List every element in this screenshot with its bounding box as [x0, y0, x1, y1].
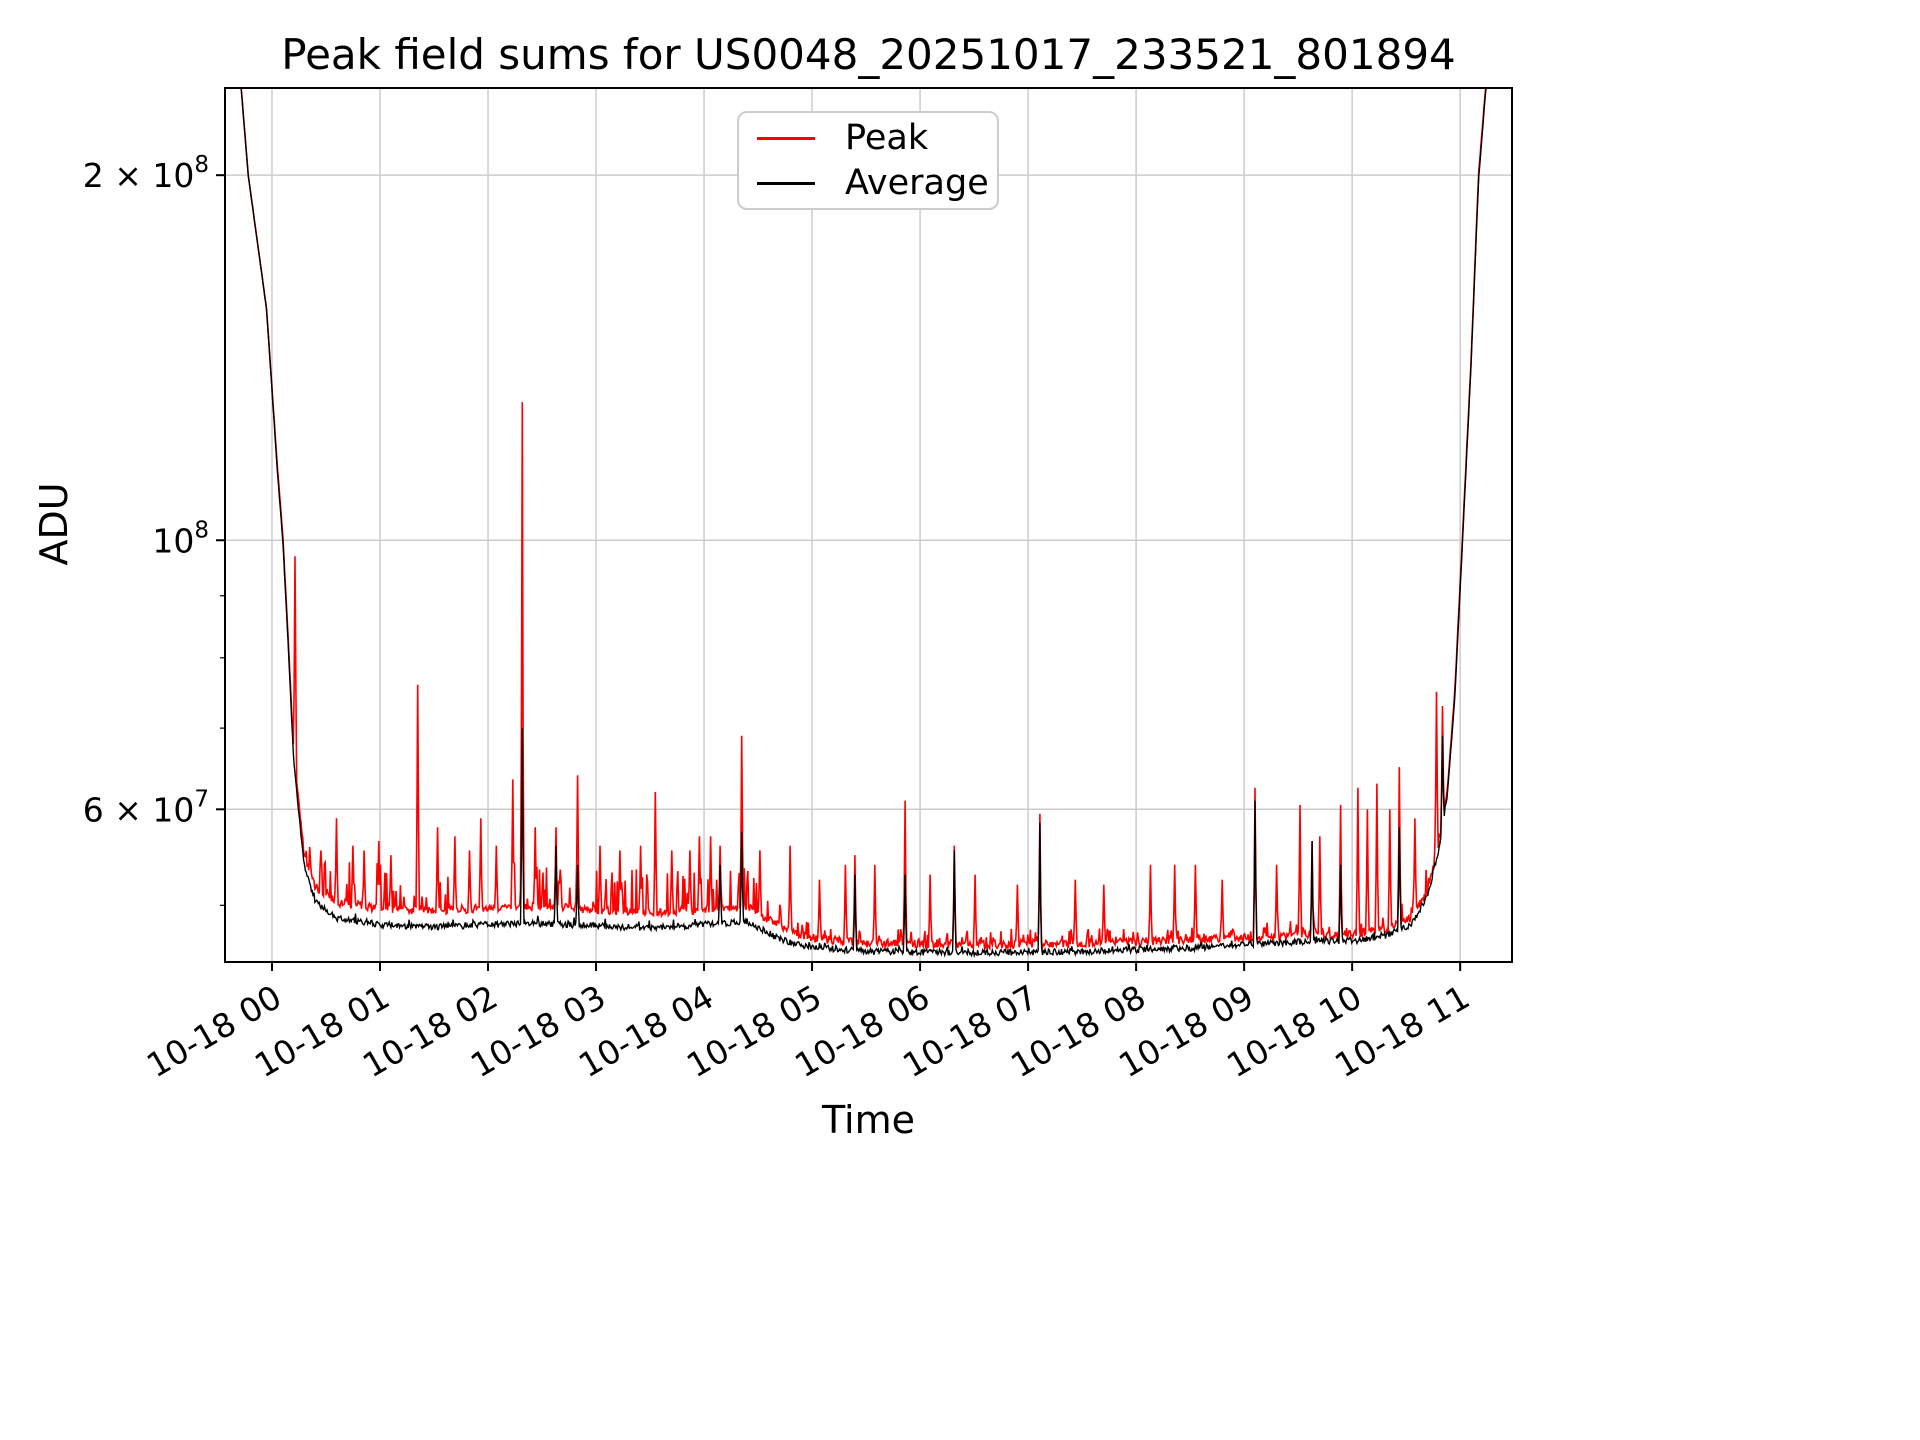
ticks — [216, 174, 1462, 971]
chart-title: Peak field sums for US0048_20251017_2335… — [281, 30, 1456, 79]
axes-spines — [224, 87, 1513, 963]
legend-label-average: Average — [845, 163, 989, 203]
x-axis-label: Time — [822, 1098, 915, 1142]
average-series-line — [240, 88, 1487, 959]
legend-item-peak: Peak — [757, 118, 997, 158]
legend-label-peak: Peak — [845, 118, 929, 158]
y-tick-label: 2 × 108 — [83, 152, 209, 195]
y-axis-label: ADU — [32, 482, 76, 566]
series-lines — [240, 88, 1487, 959]
y-tick-label: 6 × 107 — [83, 786, 209, 829]
legend-item-average: Average — [757, 163, 997, 203]
legend: Peak Average — [737, 111, 999, 210]
plot-background — [225, 88, 1512, 962]
average-line-sample — [757, 181, 815, 185]
y-tick-label: 108 — [152, 517, 209, 560]
peak-series-line — [240, 88, 1487, 951]
peak-line-sample — [757, 136, 815, 140]
